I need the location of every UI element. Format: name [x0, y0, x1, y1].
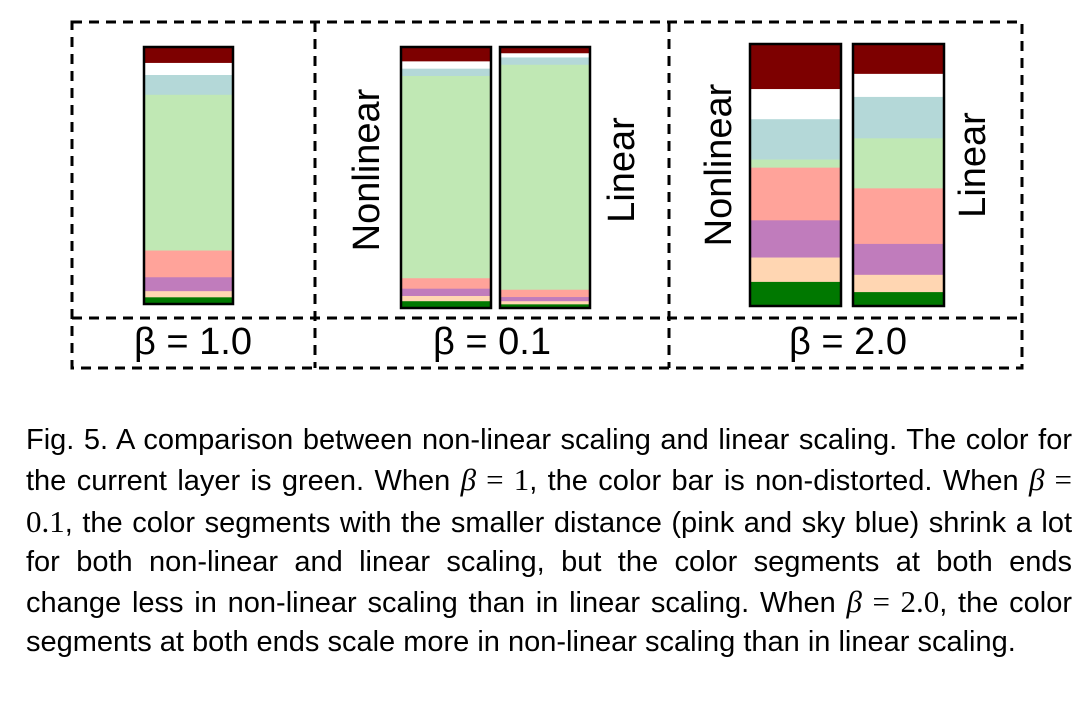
segment-pink	[853, 188, 944, 245]
segment-skyblue	[144, 75, 233, 96]
caption-math-beta-1: β = 1	[461, 462, 530, 497]
segment-peach	[750, 257, 841, 283]
segment-pink	[500, 289, 590, 298]
frame-outline	[70, 20, 1024, 370]
segment-green	[144, 297, 233, 305]
color-bar-nonlinear	[748, 42, 843, 308]
segment-white	[401, 61, 491, 70]
equals-sign: =	[476, 462, 514, 498]
segment-white	[750, 89, 841, 120]
panel-label: β = 0.1	[433, 321, 551, 363]
segment-lightgreen	[853, 138, 944, 189]
bar-outline	[399, 45, 493, 310]
caption-math-beta-3: β = 2.0	[847, 584, 940, 619]
segment-purple	[853, 243, 944, 276]
segment-green	[750, 281, 841, 307]
segment-pink	[144, 250, 233, 278]
segment-darkred	[853, 44, 944, 75]
segment-lightgreen	[144, 94, 233, 251]
segment-white	[144, 62, 233, 76]
segment-green	[853, 292, 944, 307]
dashed-frame	[70, 20, 1024, 370]
panel-label: β = 2.0	[789, 321, 907, 363]
segment-skyblue	[500, 57, 590, 66]
segment-purple	[401, 288, 491, 297]
segment-white	[500, 53, 590, 58]
color-bar	[142, 45, 235, 306]
equals-sign: =	[861, 584, 901, 620]
segment-lightgreen	[500, 64, 590, 291]
figure-caption: Fig. 5. A comparison between non-linear …	[26, 421, 1072, 663]
segment-skyblue	[750, 119, 841, 160]
segment-green	[401, 301, 491, 309]
beta-symbol: β	[1029, 462, 1045, 498]
beta-value: 0.1	[26, 503, 65, 539]
segment-lightgreen	[401, 75, 491, 279]
scaling-comparison-figure: β = 1.0 Nonlinear Linear β = 0.1 Nonline…	[70, 20, 1024, 370]
bar-outline	[748, 42, 843, 308]
equals-sign: =	[1044, 462, 1073, 498]
segment-pink	[401, 278, 491, 290]
segment-peach	[853, 274, 944, 293]
segment-purple	[750, 220, 841, 258]
side-label-nonlinear: Nonlinear	[346, 88, 388, 251]
segment-darkred	[144, 47, 233, 64]
panel-beta-0-1: Nonlinear Linear β = 0.1	[346, 45, 643, 363]
beta-value: 1	[513, 462, 530, 498]
segment-darkred	[750, 44, 841, 90]
segment-lightgreen	[750, 159, 841, 169]
segment-pink	[750, 167, 841, 221]
segment-skyblue	[401, 68, 491, 77]
beta-value: 2.0	[900, 584, 940, 620]
segment-skyblue	[853, 96, 944, 139]
panel-beta-1-0: β = 1.0	[134, 45, 252, 363]
segment-peach	[500, 301, 590, 305]
segment-darkred	[401, 47, 491, 62]
side-label-nonlinear: Nonlinear	[698, 83, 740, 246]
panel-label: β = 1.0	[134, 321, 252, 363]
caption-text-1: Fig. 5. A comparison between non-linear …	[26, 424, 1072, 498]
segment-darkred	[500, 47, 590, 54]
caption-text-3: , the color segments with the smaller di…	[26, 506, 1072, 620]
caption-text-2: , the color bar is non-distorted. When	[529, 465, 1029, 498]
color-bar-linear	[498, 45, 592, 310]
caption-text-4: , the color segments at both ends scale …	[26, 587, 1073, 659]
side-label-linear: Linear	[952, 112, 994, 218]
caption-paragraph: Fig. 5. A comparison between non-linear …	[26, 421, 1072, 663]
bar-outline	[142, 45, 235, 306]
segment-purple	[144, 277, 233, 292]
segment-white	[853, 73, 944, 98]
segment-green	[500, 304, 590, 309]
bar-outline	[851, 42, 946, 308]
bar-outline	[498, 45, 592, 310]
segment-peach	[144, 291, 233, 298]
color-bar-linear	[851, 42, 946, 308]
beta-symbol: β	[460, 462, 477, 498]
segment-purple	[500, 297, 590, 302]
color-bar-nonlinear	[399, 45, 493, 310]
side-label-linear: Linear	[601, 117, 643, 223]
segment-peach	[401, 295, 491, 302]
panel-beta-2-0: Nonlinear Linear β = 2.0	[698, 42, 994, 363]
beta-symbol: β	[846, 584, 862, 620]
caption-math-beta-2: β = 0.1	[26, 462, 1072, 538]
